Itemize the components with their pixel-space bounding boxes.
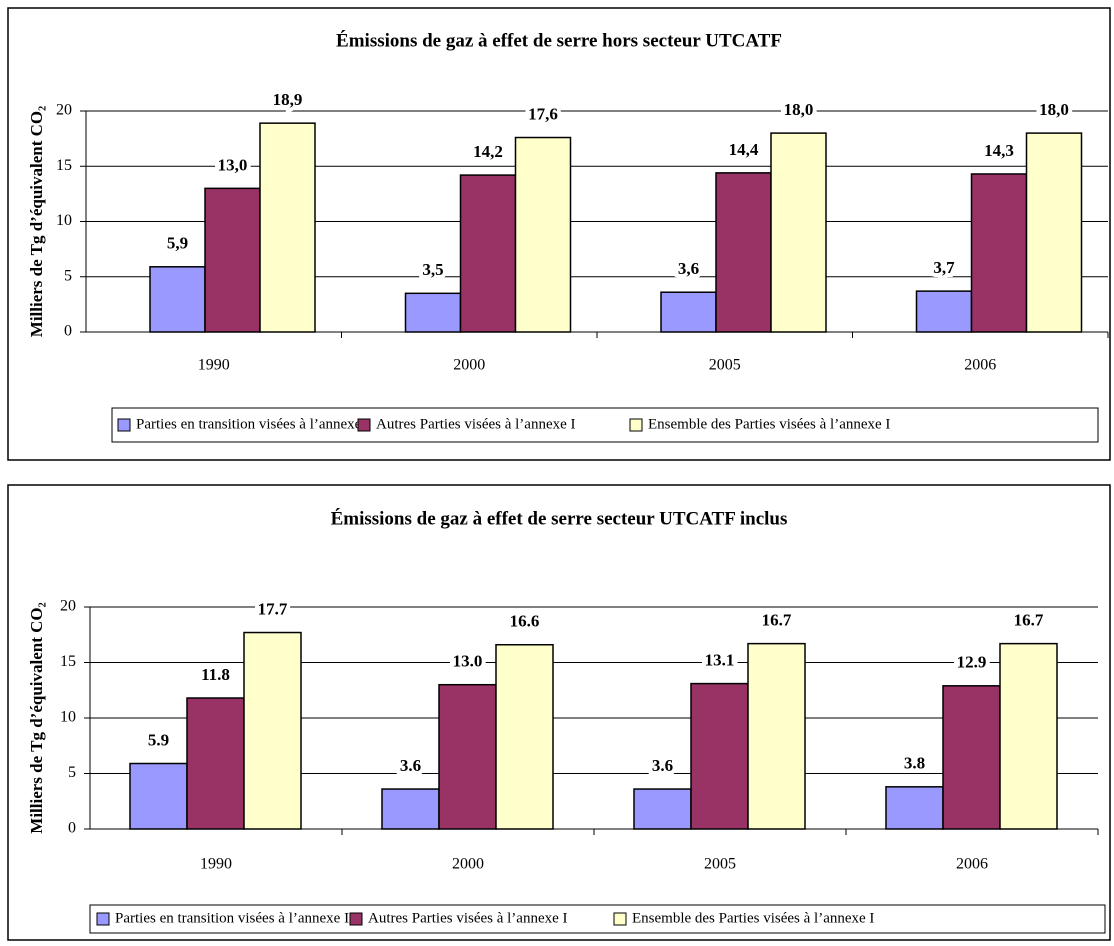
bar bbox=[885, 786, 944, 830]
bar bbox=[970, 173, 1028, 333]
y-axis-label: Milliers de Tg d’équivalent CO₂ bbox=[27, 602, 46, 833]
x-tick-label: 2005 bbox=[709, 357, 741, 374]
legend-swatch bbox=[117, 418, 131, 432]
bar bbox=[715, 172, 772, 333]
y-tick-label: 15 bbox=[60, 653, 76, 670]
x-tick-label: 2006 bbox=[956, 856, 988, 873]
bar bbox=[404, 292, 462, 333]
data-label: 17.7 bbox=[258, 599, 288, 618]
data-label: 11.8 bbox=[201, 665, 230, 684]
data-label: 5.9 bbox=[148, 730, 169, 749]
data-label: 16.7 bbox=[762, 611, 792, 630]
x-tick-label: 2000 bbox=[452, 856, 484, 873]
legend-label: Autres Parties visées à l’annexe I bbox=[376, 416, 576, 432]
legend-label: Parties en transition visées à l’annexe … bbox=[115, 910, 349, 926]
y-tick-label: 10 bbox=[60, 709, 76, 726]
data-label: 16.7 bbox=[1014, 611, 1044, 630]
legend-label: Ensemble des Parties visées à l’annexe I bbox=[632, 910, 874, 926]
y-tick-label: 5 bbox=[68, 764, 76, 781]
bar bbox=[1025, 132, 1083, 333]
y-axis-label: Milliers de Tg d’équivalent CO₂ bbox=[27, 106, 46, 337]
data-label: 18,0 bbox=[784, 100, 814, 119]
legend-swatch bbox=[349, 912, 363, 926]
bar bbox=[690, 682, 749, 830]
bar bbox=[149, 266, 206, 333]
data-label: 12.9 bbox=[957, 653, 987, 672]
bar bbox=[186, 697, 245, 830]
bar bbox=[204, 187, 261, 333]
x-tick-label: 1990 bbox=[200, 856, 232, 873]
data-label: 13.1 bbox=[705, 650, 735, 669]
data-label: 3,6 bbox=[678, 259, 699, 278]
data-label: 18,0 bbox=[1039, 100, 1069, 119]
data-label: 3.6 bbox=[400, 756, 421, 775]
bar bbox=[243, 631, 302, 830]
legend-swatch bbox=[96, 912, 110, 926]
y-tick-label: 15 bbox=[56, 157, 72, 174]
chart-title: Émissions de gaz à effet de serre secteu… bbox=[331, 507, 788, 529]
y-tick-label: 10 bbox=[56, 212, 72, 229]
x-tick-label: 2005 bbox=[704, 856, 736, 873]
data-label: 3,7 bbox=[933, 258, 955, 277]
data-label: 3.8 bbox=[904, 754, 925, 773]
data-label: 3,5 bbox=[422, 260, 443, 279]
legend-label: Parties en transition visées à l’annexe … bbox=[136, 416, 370, 432]
bar bbox=[747, 642, 806, 830]
legend-swatch bbox=[629, 418, 643, 432]
legend-label: Ensemble des Parties visées à l’annexe I bbox=[648, 416, 890, 432]
data-label: 18,9 bbox=[273, 90, 303, 109]
data-label: 3.6 bbox=[652, 756, 673, 775]
bar bbox=[660, 291, 717, 333]
data-label: 5,9 bbox=[167, 234, 188, 253]
bar bbox=[381, 788, 440, 830]
data-label: 14,2 bbox=[473, 142, 503, 161]
legend-label: Autres Parties visées à l’annexe I bbox=[368, 910, 568, 926]
legend-box bbox=[89, 904, 1106, 934]
bar bbox=[495, 643, 554, 830]
data-label: 16.6 bbox=[510, 612, 540, 631]
bar bbox=[915, 290, 973, 333]
bar bbox=[514, 136, 572, 333]
data-label: 17,6 bbox=[528, 104, 558, 123]
x-tick-label: 1990 bbox=[198, 357, 230, 374]
bar bbox=[999, 642, 1058, 830]
data-label: 14,4 bbox=[729, 140, 759, 159]
bar bbox=[942, 685, 1001, 830]
y-tick-label: 0 bbox=[68, 820, 76, 837]
x-tick-label: 2000 bbox=[453, 357, 485, 374]
bar bbox=[438, 683, 497, 830]
bar bbox=[633, 788, 692, 830]
data-label: 13.0 bbox=[453, 652, 483, 671]
y-tick-label: 5 bbox=[64, 267, 72, 284]
y-tick-label: 20 bbox=[60, 598, 76, 615]
legend-swatch bbox=[613, 912, 627, 926]
bar bbox=[259, 122, 316, 333]
y-tick-label: 20 bbox=[56, 102, 72, 119]
chart-title: Émissions de gaz à effet de serre hors s… bbox=[336, 29, 782, 51]
data-label: 13,0 bbox=[218, 155, 248, 174]
x-tick-label: 2006 bbox=[964, 357, 996, 374]
bar bbox=[129, 762, 188, 830]
y-tick-label: 0 bbox=[64, 323, 72, 340]
bar bbox=[770, 132, 827, 333]
legend-swatch bbox=[357, 418, 371, 432]
legend-box bbox=[111, 407, 1099, 443]
bar bbox=[459, 174, 517, 333]
data-label: 14,3 bbox=[984, 141, 1014, 160]
